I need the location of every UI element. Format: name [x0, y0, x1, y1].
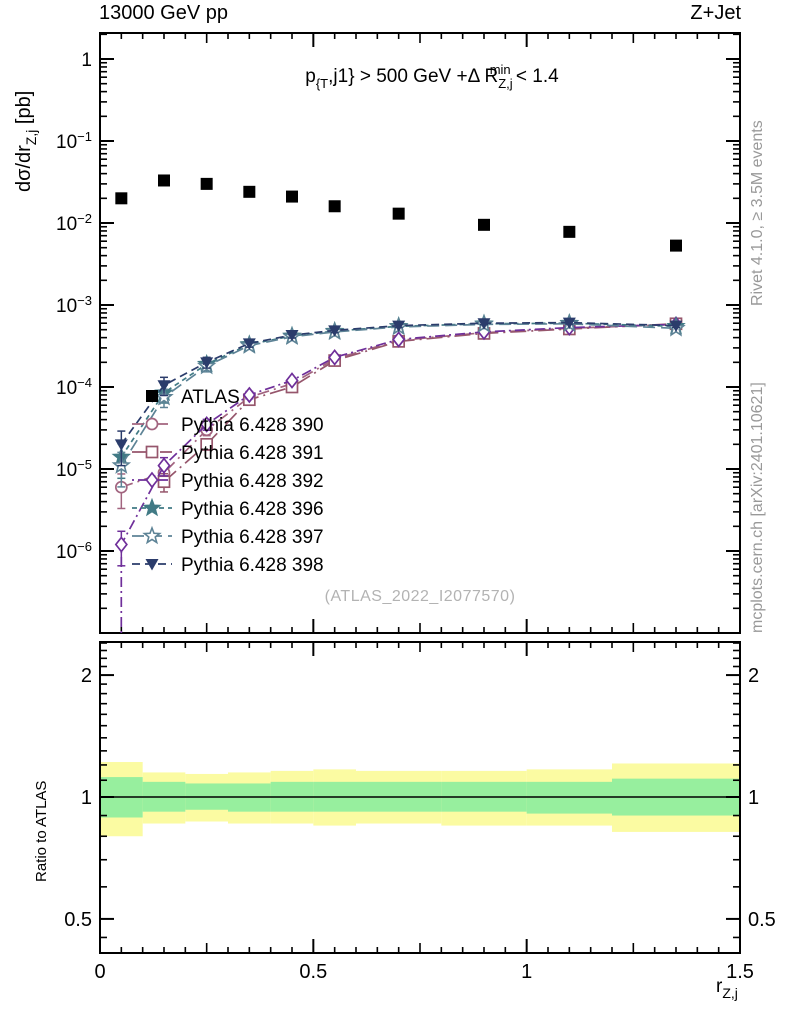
data-marker	[142, 525, 162, 545]
series-line	[163, 322, 677, 483]
data-marker	[157, 457, 171, 474]
data-marker	[392, 207, 405, 220]
data-marker	[200, 437, 214, 451]
legend-item-pythia-6-428-398: Pythia 6.428 398	[132, 555, 324, 576]
series-line	[121, 323, 677, 489]
data-marker	[145, 417, 159, 431]
ratio-uncertainty-bands	[100, 762, 740, 837]
process-title: Z+Jet	[690, 2, 741, 24]
legend-label: Pythia 6.428 392	[181, 471, 324, 492]
cut-annotation: p{T,j1} > 500 GeV +Δ RZ,jmin < 1.4	[305, 62, 559, 91]
legend-label: Pythia 6.428 398	[181, 555, 324, 576]
ratio-y-tick-label-right: 1	[748, 787, 759, 809]
data-marker	[145, 559, 159, 571]
x-tick-label: 0	[94, 961, 105, 983]
ratio-y-tick-label-right: 2	[748, 665, 759, 687]
legend-label: Pythia 6.428 397	[181, 527, 324, 548]
data-marker	[242, 338, 256, 350]
tick-labels: 1 10−1 10−2 10−3 10−4 10−5 10−6 0.5 0.5 1 1 2 2 0 0.5 1…	[56, 50, 776, 983]
data-marker	[114, 536, 128, 553]
data-marker	[146, 390, 158, 402]
mcplots-arxiv-note: mcplots.cern.ch [arXiv:2401.10621]	[749, 382, 766, 633]
data-marker	[477, 318, 491, 330]
legend-label: Pythia 6.428 390	[181, 415, 324, 436]
data-marker	[142, 497, 162, 517]
data-marker	[200, 416, 214, 433]
main-y-axis-title: dσ/drZ,j [pb]	[13, 91, 39, 192]
x-tick-label: 1.5	[726, 961, 754, 983]
series-atlas	[115, 174, 682, 252]
analysis-id-watermark: (ATLAS_2022_I2077570)	[324, 588, 516, 605]
data-marker	[145, 471, 159, 489]
legend-item-atlas: ATLAS	[146, 387, 240, 408]
data-marker	[392, 320, 406, 333]
series-pythia-6-428-398	[114, 317, 683, 467]
legend-item-pythia-6-428-392: Pythia 6.428 392	[132, 471, 324, 492]
data-marker	[200, 177, 213, 190]
data-marker	[285, 372, 299, 389]
ratio-y-tick-label-left: 2	[81, 665, 92, 687]
x-tick-label: 1	[521, 961, 532, 983]
data-marker	[242, 386, 256, 404]
data-marker	[669, 320, 683, 333]
data-marker	[154, 386, 174, 406]
data-marker	[157, 380, 171, 392]
data-marker	[478, 218, 490, 231]
legend-item-pythia-6-428-390: Pythia 6.428 390	[132, 415, 324, 436]
data-marker	[114, 439, 128, 451]
main-y-tick-label: 10−3	[56, 293, 92, 317]
data-marker	[328, 325, 342, 337]
data-marker	[328, 348, 342, 366]
main-y-tick-label: 10−2	[56, 211, 92, 235]
main-y-tick-label: 10−6	[56, 539, 92, 563]
data-marker	[200, 357, 214, 369]
data-marker	[243, 185, 256, 198]
ratio-y-axis-ticks	[100, 642, 740, 939]
ratio-y-axis-title: Ratio to ATLAS	[33, 781, 50, 882]
data-marker	[286, 190, 298, 203]
data-marker	[157, 475, 171, 489]
data-marker	[392, 331, 406, 348]
main-y-tick-label: 10−4	[56, 375, 92, 399]
x-axis-title: rZ,j	[716, 976, 738, 1001]
axis-titles: dσ/drZ,j [pb] rZ,j Ratio to ATLAS	[13, 91, 738, 1001]
main-y-tick-label: 10−1	[56, 129, 92, 153]
data-marker	[115, 192, 128, 205]
legend-label: Pythia 6.428 391	[181, 443, 324, 464]
data-marker	[328, 200, 341, 213]
legend-item-pythia-6-428-391: Pythia 6.428 391	[132, 443, 324, 464]
data-series	[111, 174, 686, 633]
legend-label: Pythia 6.428 396	[181, 499, 324, 520]
data-marker	[562, 317, 576, 330]
series-line	[120, 321, 677, 445]
series-line	[120, 322, 677, 467]
main-y-tick-label: 1	[81, 50, 92, 71]
rivet-version-note: Rivet 4.1.0, ≥ 3.5M events	[749, 120, 766, 306]
x-axis-ticks	[120, 33, 720, 953]
data-marker	[670, 239, 682, 252]
data-marker	[145, 445, 159, 459]
x-tick-label: 0.5	[299, 961, 327, 983]
main-y-tick-label: 10−5	[56, 457, 92, 481]
ratio-y-tick-label-right: 0.5	[748, 909, 776, 931]
ratio-y-tick-label-left: 0.5	[64, 909, 92, 931]
annotation: p{T,j1} > 500 GeV +Δ RZ,jmin < 1.4	[305, 62, 559, 91]
main-y-axis-ticks	[100, 33, 740, 634]
data-marker	[158, 174, 170, 187]
legend-item-pythia-6-428-396: Pythia 6.428 396	[132, 497, 324, 520]
legend: ATLAS Pythia 6.428 390 Pythia 6.428 391 Pyt…	[132, 387, 324, 576]
data-marker	[285, 330, 299, 342]
legend-label: ATLAS	[181, 387, 240, 408]
beam-energy-title: 13000 GeV pp	[99, 2, 228, 24]
legend-item-pythia-6-428-397: Pythia 6.428 397	[132, 525, 324, 548]
ratio-y-tick-label-left: 1	[81, 787, 92, 809]
data-marker	[563, 225, 576, 238]
